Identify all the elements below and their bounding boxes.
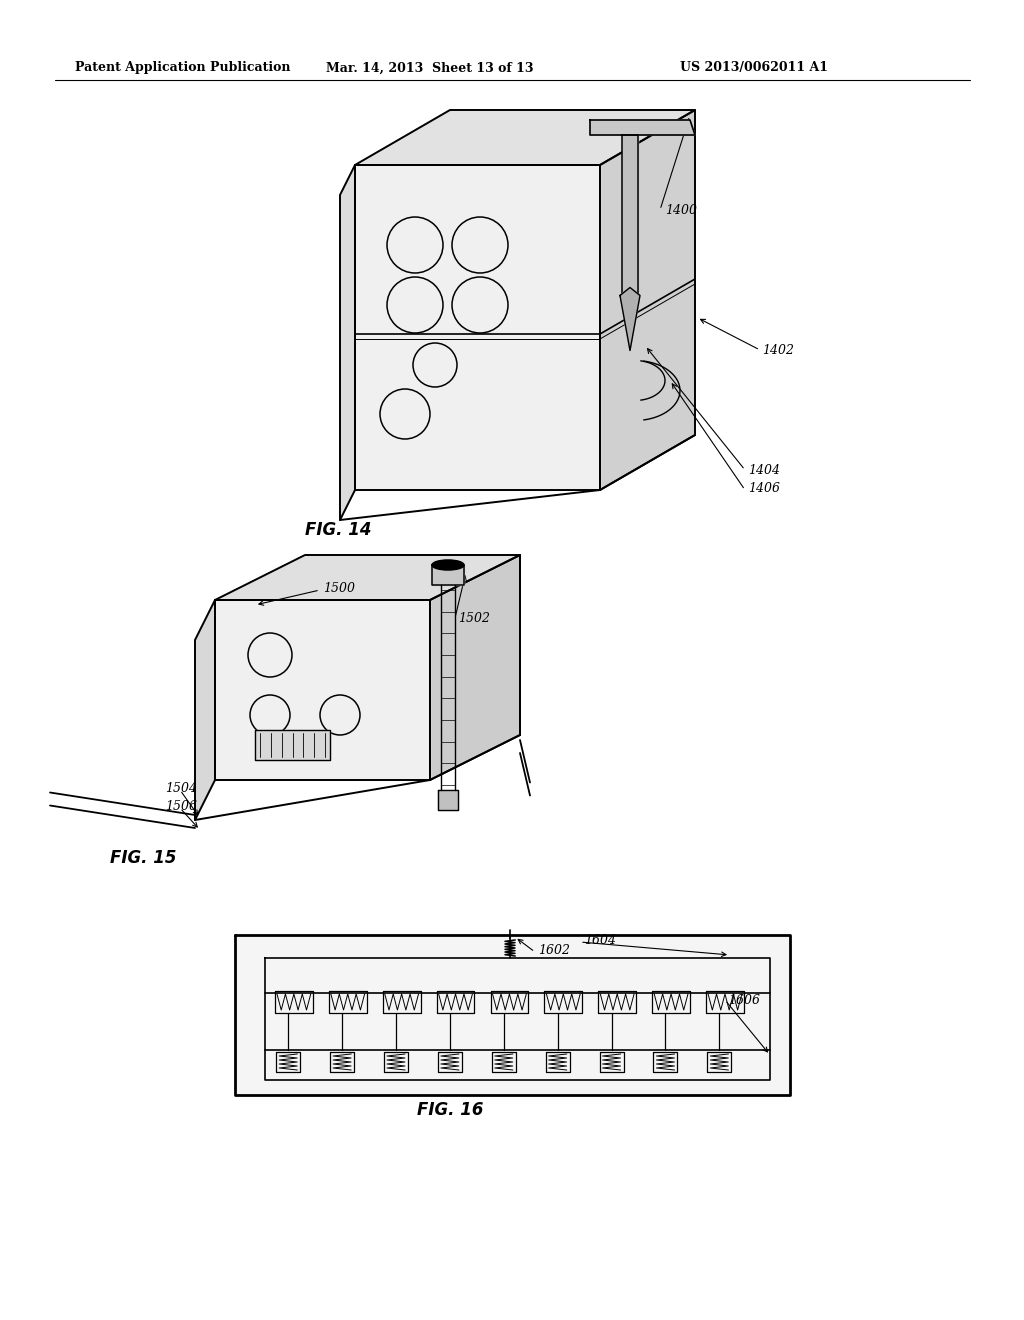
Polygon shape [355, 110, 695, 165]
Text: 1406: 1406 [748, 482, 780, 495]
Text: 1500: 1500 [323, 582, 355, 594]
Text: 1606: 1606 [728, 994, 760, 1006]
Polygon shape [255, 730, 330, 760]
Polygon shape [215, 554, 520, 601]
Text: 1400: 1400 [665, 203, 697, 216]
Text: 1402: 1402 [762, 343, 794, 356]
Polygon shape [430, 554, 520, 780]
Text: US 2013/0062011 A1: US 2013/0062011 A1 [680, 62, 828, 74]
Polygon shape [622, 135, 638, 296]
Polygon shape [438, 789, 458, 810]
Polygon shape [195, 601, 215, 820]
Polygon shape [340, 165, 355, 520]
Text: Mar. 14, 2013  Sheet 13 of 13: Mar. 14, 2013 Sheet 13 of 13 [327, 62, 534, 74]
Text: 1502: 1502 [458, 611, 490, 624]
Text: Patent Application Publication: Patent Application Publication [75, 62, 291, 74]
Polygon shape [355, 165, 600, 490]
Polygon shape [432, 565, 464, 585]
Text: FIG. 14: FIG. 14 [305, 521, 372, 539]
Polygon shape [215, 601, 430, 780]
Text: 1404: 1404 [748, 463, 780, 477]
Polygon shape [234, 935, 790, 1096]
Text: 1506: 1506 [165, 800, 197, 813]
Text: 1602: 1602 [538, 944, 570, 957]
Text: 1604: 1604 [584, 933, 616, 946]
Polygon shape [620, 288, 640, 351]
Text: FIG. 15: FIG. 15 [110, 849, 176, 867]
Polygon shape [590, 120, 695, 135]
Polygon shape [600, 110, 695, 490]
Text: 1504: 1504 [165, 781, 197, 795]
Ellipse shape [432, 560, 464, 570]
Text: FIG. 16: FIG. 16 [417, 1101, 483, 1119]
